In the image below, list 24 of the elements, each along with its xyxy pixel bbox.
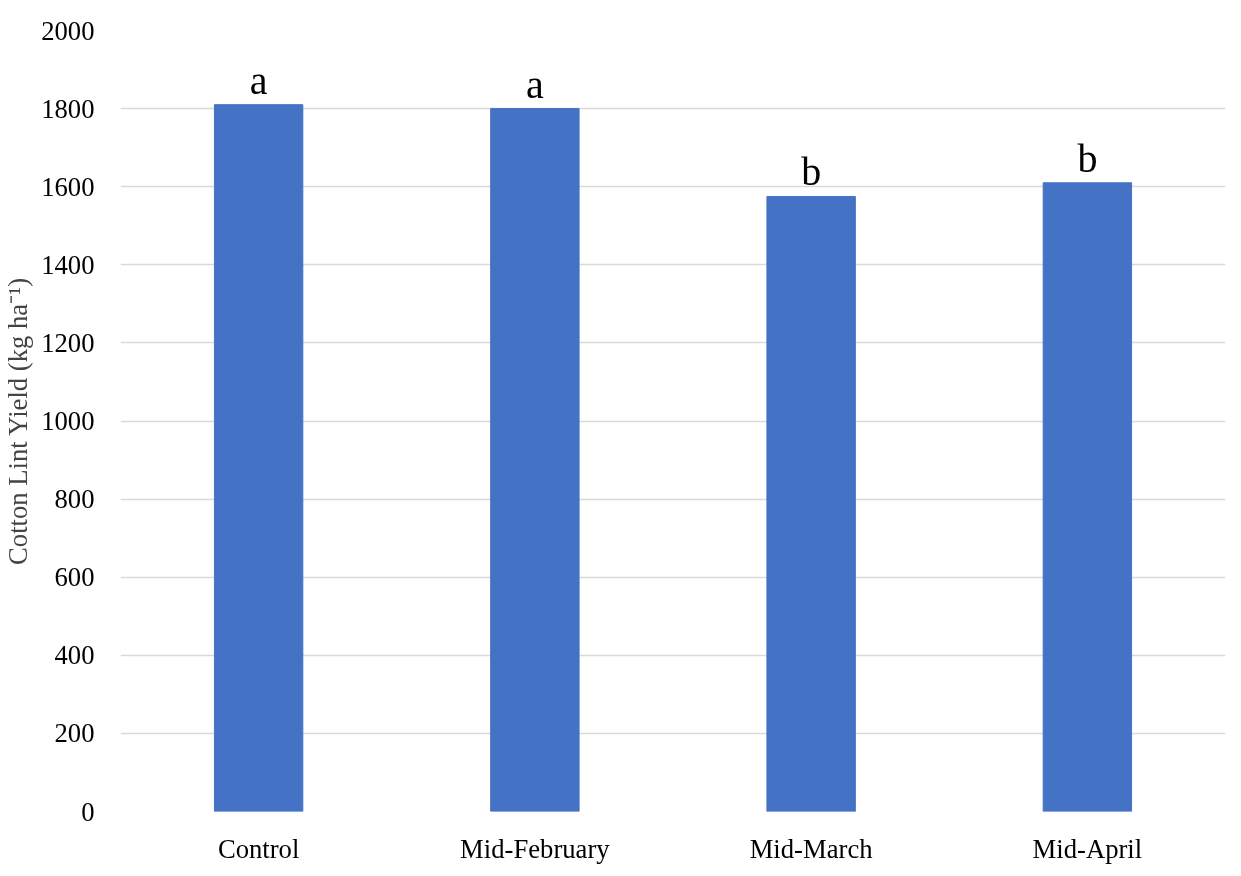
y-axis-title: Cotton Lint Yield (kg ha⁻¹) bbox=[3, 278, 34, 565]
data-label: a bbox=[526, 61, 544, 107]
x-tick-label: Mid-February bbox=[460, 833, 611, 864]
y-tick-label: 1000 bbox=[41, 406, 95, 436]
y-tick-label: 1400 bbox=[41, 249, 95, 280]
y-tick-label: 0 bbox=[81, 796, 95, 827]
bar bbox=[213, 104, 304, 812]
data-label: b bbox=[801, 149, 822, 195]
y-tick-label: 2000 bbox=[41, 15, 95, 46]
bar bbox=[766, 195, 856, 812]
y-tick-label: 1800 bbox=[41, 93, 95, 124]
y-tick-label: 1200 bbox=[41, 327, 95, 358]
y-tick-label: 200 bbox=[54, 718, 95, 749]
x-tick-label: Mid-April bbox=[1032, 833, 1143, 864]
y-tick-label: 1600 bbox=[41, 171, 95, 202]
y-tick-label: 600 bbox=[54, 562, 95, 593]
bar bbox=[1042, 182, 1133, 812]
x-tick-label: Mid-March bbox=[749, 833, 873, 864]
x-tick-label: Control bbox=[217, 833, 300, 864]
bar bbox=[490, 108, 580, 812]
data-label: b bbox=[1077, 135, 1098, 181]
y-tick-label: 400 bbox=[54, 640, 95, 671]
y-tick-label: 800 bbox=[54, 484, 95, 515]
data-label: a bbox=[249, 57, 268, 103]
